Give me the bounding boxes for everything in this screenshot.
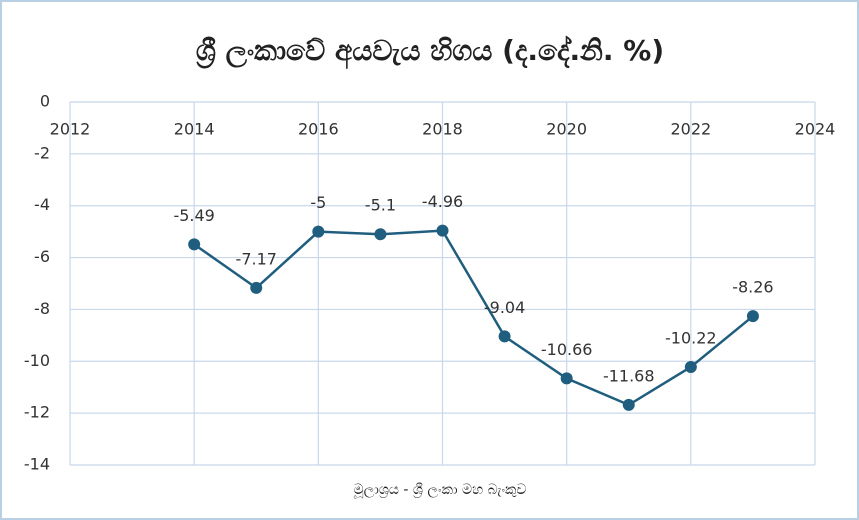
chart-title: ශ්‍රී ලංකාවේ අයවැය හිගය (ද.දේ.නි. %) — [196, 34, 664, 69]
data-label: -5.49 — [173, 206, 214, 225]
data-point — [188, 238, 201, 251]
data-point — [436, 224, 449, 237]
data-label: -4.96 — [422, 192, 463, 211]
data-point — [746, 310, 759, 323]
x-tick-label: 2020 — [546, 120, 587, 139]
x-tick-label: 2018 — [422, 120, 463, 139]
y-tick-label: -2 — [34, 143, 50, 162]
source-note: මූලාශ්‍රය - ශ්‍රී ලංකා මහ බැංකුව — [354, 482, 527, 499]
data-label: -11.68 — [603, 366, 655, 385]
y-tick-label: -14 — [24, 455, 50, 474]
x-tick-label: 2012 — [50, 120, 91, 139]
data-point — [312, 225, 325, 238]
data-point — [250, 281, 263, 294]
data-label: -8.26 — [732, 278, 773, 297]
data-point — [498, 330, 511, 343]
data-line — [193, 229, 754, 407]
x-tick-label: 2014 — [174, 120, 215, 139]
y-tick-label: 0 — [40, 92, 50, 111]
data-label: -5 — [310, 193, 326, 212]
data-label: -10.22 — [665, 328, 717, 347]
x-tick-label: 2016 — [298, 120, 339, 139]
y-tick-label: -12 — [24, 403, 50, 422]
y-tick-label: -10 — [24, 351, 50, 370]
y-tick-label: -4 — [34, 195, 50, 214]
data-point — [374, 228, 387, 241]
data-label: -5.1 — [365, 196, 396, 215]
y-tick-label: -8 — [34, 299, 50, 318]
x-tick-label: 2024 — [795, 120, 836, 139]
data-label: -10.66 — [541, 340, 593, 359]
data-label: -7.17 — [236, 249, 277, 268]
x-tick-label: 2022 — [670, 120, 711, 139]
data-point — [560, 372, 573, 385]
data-point — [684, 360, 697, 373]
data-label: -9.04 — [484, 298, 525, 317]
data-point — [622, 398, 635, 411]
y-tick-label: -6 — [34, 247, 50, 266]
